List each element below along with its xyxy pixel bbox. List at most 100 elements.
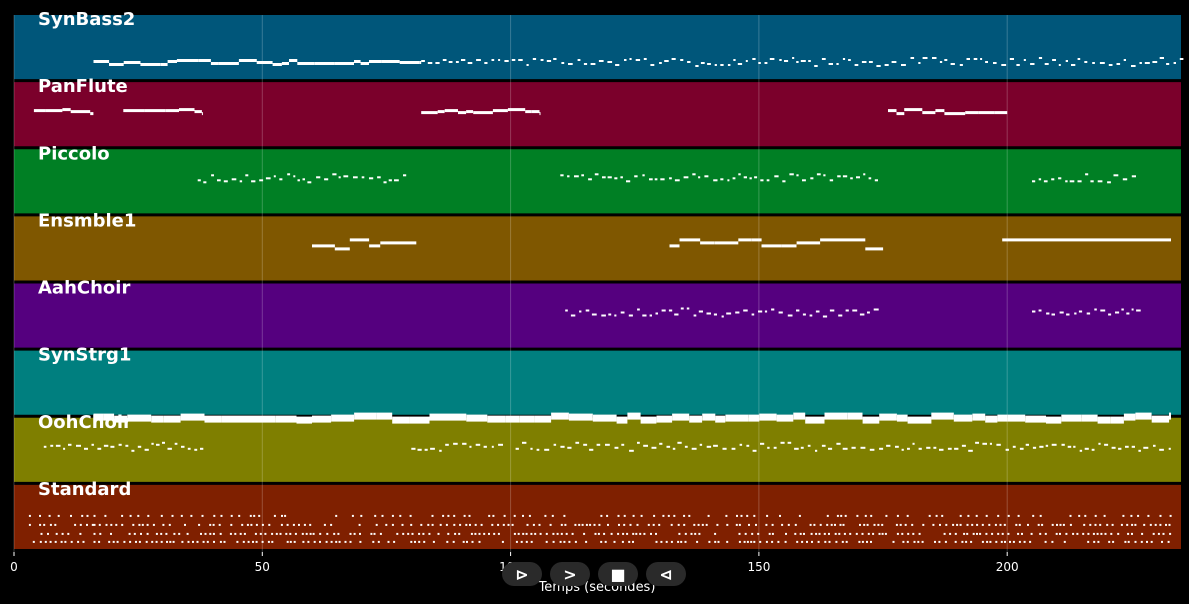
note — [138, 540, 141, 543]
note — [140, 532, 142, 535]
note — [349, 238, 370, 242]
note — [43, 445, 47, 448]
note — [816, 173, 821, 176]
note — [279, 178, 283, 181]
note — [455, 61, 459, 63]
note — [1058, 64, 1061, 66]
note — [418, 532, 421, 535]
note — [1067, 445, 1072, 448]
note — [1118, 447, 1122, 450]
note — [1017, 514, 1020, 517]
note — [243, 532, 246, 535]
note — [526, 523, 529, 526]
note — [70, 514, 72, 517]
note — [715, 415, 726, 423]
note — [43, 523, 46, 526]
note — [77, 540, 80, 543]
note — [1094, 514, 1097, 517]
note — [353, 176, 358, 179]
note — [743, 309, 748, 312]
note — [146, 523, 149, 526]
note — [954, 540, 957, 543]
note — [401, 523, 404, 526]
note — [746, 514, 749, 517]
note — [116, 540, 119, 543]
note — [850, 177, 853, 180]
note — [714, 64, 717, 66]
note — [656, 415, 673, 423]
note — [815, 310, 820, 313]
note — [866, 523, 869, 526]
note — [1038, 57, 1043, 59]
note — [639, 532, 642, 535]
note — [766, 514, 769, 517]
track-lane-piccolo — [14, 149, 1181, 214]
note — [860, 446, 866, 449]
note — [532, 523, 535, 526]
note — [1166, 63, 1170, 65]
note — [45, 109, 63, 113]
note — [163, 415, 181, 423]
note — [238, 59, 257, 62]
note — [815, 532, 818, 535]
note — [666, 445, 671, 448]
note — [146, 532, 149, 535]
track-label-oohchoir: OohChoir — [38, 412, 132, 433]
note — [650, 64, 655, 66]
note — [669, 244, 680, 248]
note — [895, 523, 898, 526]
note — [1131, 445, 1135, 448]
forward-button[interactable]: > — [550, 562, 590, 586]
note — [1150, 540, 1153, 543]
note — [600, 540, 603, 543]
note — [876, 65, 881, 67]
note — [643, 444, 648, 447]
back-button[interactable]: ⊲ — [646, 562, 686, 586]
note — [1107, 181, 1111, 184]
note — [781, 523, 784, 526]
note — [1096, 532, 1099, 535]
note — [1144, 62, 1150, 64]
note — [476, 59, 481, 61]
note — [383, 181, 387, 184]
note — [1044, 532, 1047, 535]
note — [1113, 174, 1119, 177]
note — [746, 444, 750, 447]
note — [49, 540, 52, 543]
note — [600, 514, 603, 517]
note — [824, 412, 848, 420]
note — [578, 523, 581, 526]
note — [444, 109, 458, 113]
note — [907, 532, 910, 535]
note — [1052, 59, 1056, 61]
note — [738, 173, 741, 176]
note — [809, 523, 812, 526]
note — [344, 540, 347, 543]
note — [642, 314, 647, 317]
note — [1127, 540, 1130, 543]
note — [90, 112, 94, 116]
note — [174, 442, 178, 445]
x-tick-label: 150 — [747, 560, 770, 574]
note — [649, 178, 653, 181]
note — [836, 442, 841, 445]
note — [896, 414, 908, 422]
note — [837, 175, 841, 178]
play-button[interactable]: ⊳ — [502, 562, 542, 586]
note — [608, 313, 612, 316]
note — [810, 177, 814, 180]
stop-button[interactable]: ■ — [598, 562, 638, 586]
note — [1002, 238, 1171, 242]
note — [138, 523, 141, 526]
note — [683, 176, 689, 179]
note — [1007, 414, 1026, 422]
note — [579, 310, 582, 313]
track-label-standard: Standard — [38, 479, 131, 500]
note — [40, 532, 43, 535]
note — [1062, 523, 1065, 526]
note — [268, 523, 271, 526]
note — [873, 308, 879, 311]
note — [67, 532, 70, 535]
note — [68, 443, 72, 446]
note — [213, 514, 216, 517]
